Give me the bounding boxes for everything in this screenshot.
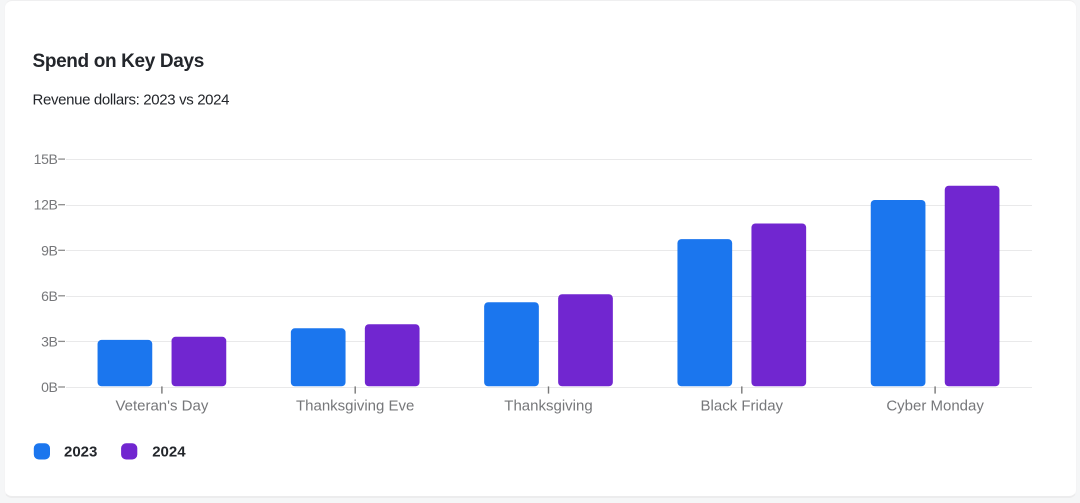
svg-text:2024: 2024 <box>152 444 186 461</box>
svg-text:Revenue dollars: 2023 vs 2024: Revenue dollars: 2023 vs 2024 <box>33 92 230 109</box>
svg-text:Veteran's Day: Veteran's Day <box>115 398 208 415</box>
svg-text:9B: 9B <box>41 242 58 258</box>
svg-text:Black Friday: Black Friday <box>701 398 784 415</box>
svg-text:Spend on Key Days: Spend on Key Days <box>33 51 204 72</box>
svg-text:2023: 2023 <box>64 444 97 461</box>
svg-text:Cyber Monday: Cyber Monday <box>886 398 984 415</box>
svg-text:15B: 15B <box>34 151 58 167</box>
svg-text:Thanksgiving Eve: Thanksgiving Eve <box>296 398 414 415</box>
svg-text:3B: 3B <box>41 333 58 349</box>
svg-text:Thanksgiving: Thanksgiving <box>504 398 592 415</box>
svg-text:0B: 0B <box>41 379 58 395</box>
svg-text:6B: 6B <box>41 288 58 304</box>
svg-text:12B: 12B <box>34 197 58 213</box>
